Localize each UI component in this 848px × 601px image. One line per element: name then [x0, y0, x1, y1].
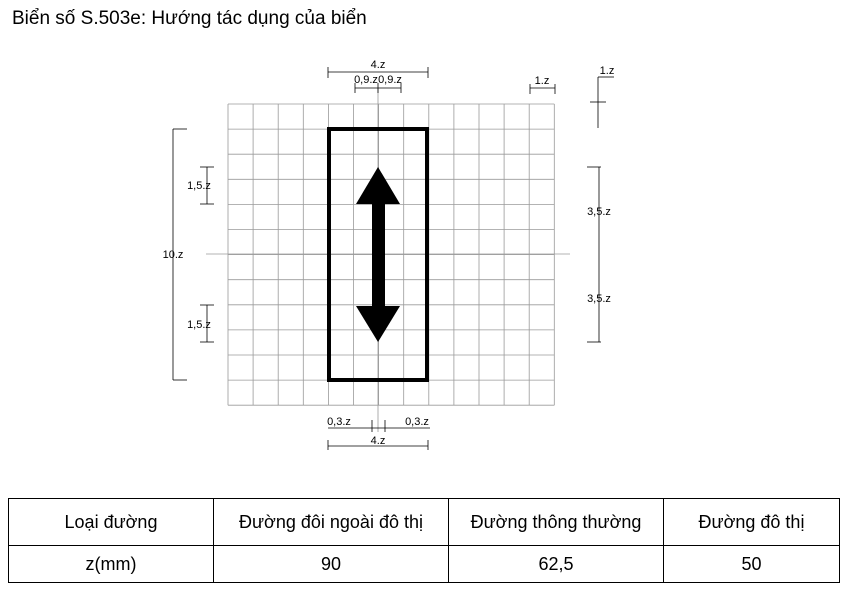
table-header-cell: Đường đôi ngoài đô thị: [213, 498, 449, 546]
dim-upper-head: 1,5.z: [187, 180, 211, 192]
dim-shaft-left: 0,3.z: [327, 416, 351, 428]
dim-bottom-width: 4.z: [371, 435, 386, 447]
arrow-head-up: [356, 167, 400, 204]
dim-cell: 1.z: [535, 75, 550, 87]
dim-top-width: 4.z: [371, 59, 386, 71]
arrow-head-down: [356, 306, 400, 342]
table-header-cell: Đường thông thường: [448, 498, 664, 546]
double-arrow: [356, 167, 400, 342]
dim-cell-vertical: 1.z: [600, 65, 615, 77]
dim-right-lower: 3,5.z: [587, 293, 611, 305]
table-header-row: Loại đường Đường đôi ngoài đô thị Đường …: [8, 498, 840, 546]
dimension-table: Loại đường Đường đôi ngoài đô thị Đường …: [8, 498, 840, 583]
table-cell: 90: [213, 545, 449, 583]
table-header-cell: Đường đô thị: [663, 498, 840, 546]
table-row: z(mm) 90 62,5 50: [8, 545, 840, 583]
table-cell: z(mm): [8, 545, 214, 583]
dim-lower-head: 1,5.z: [187, 319, 211, 331]
dim-half-left: 0,9.z: [354, 74, 378, 86]
table-header-cell: Loại đường: [8, 498, 214, 546]
dim-half-right: 0,9.z: [378, 74, 402, 86]
dim-height: 10.z: [163, 249, 184, 261]
dim-right-upper: 3,5.z: [587, 206, 611, 218]
table-cell: 50: [663, 545, 840, 583]
grid: [227, 103, 555, 406]
sign-diagram: 4.z 0,9.z 0,9.z 1.z 1.z 10.z 1,5.z 1,5.z…: [163, 59, 615, 450]
dim-shaft-right: 0,3.z: [405, 416, 429, 428]
arrow-shaft: [372, 204, 385, 308]
page-title: Biển số S.503e: Hướng tác dụng của biển: [12, 8, 367, 29]
table-cell: 62,5: [448, 545, 664, 583]
sign-border: [327, 127, 429, 382]
